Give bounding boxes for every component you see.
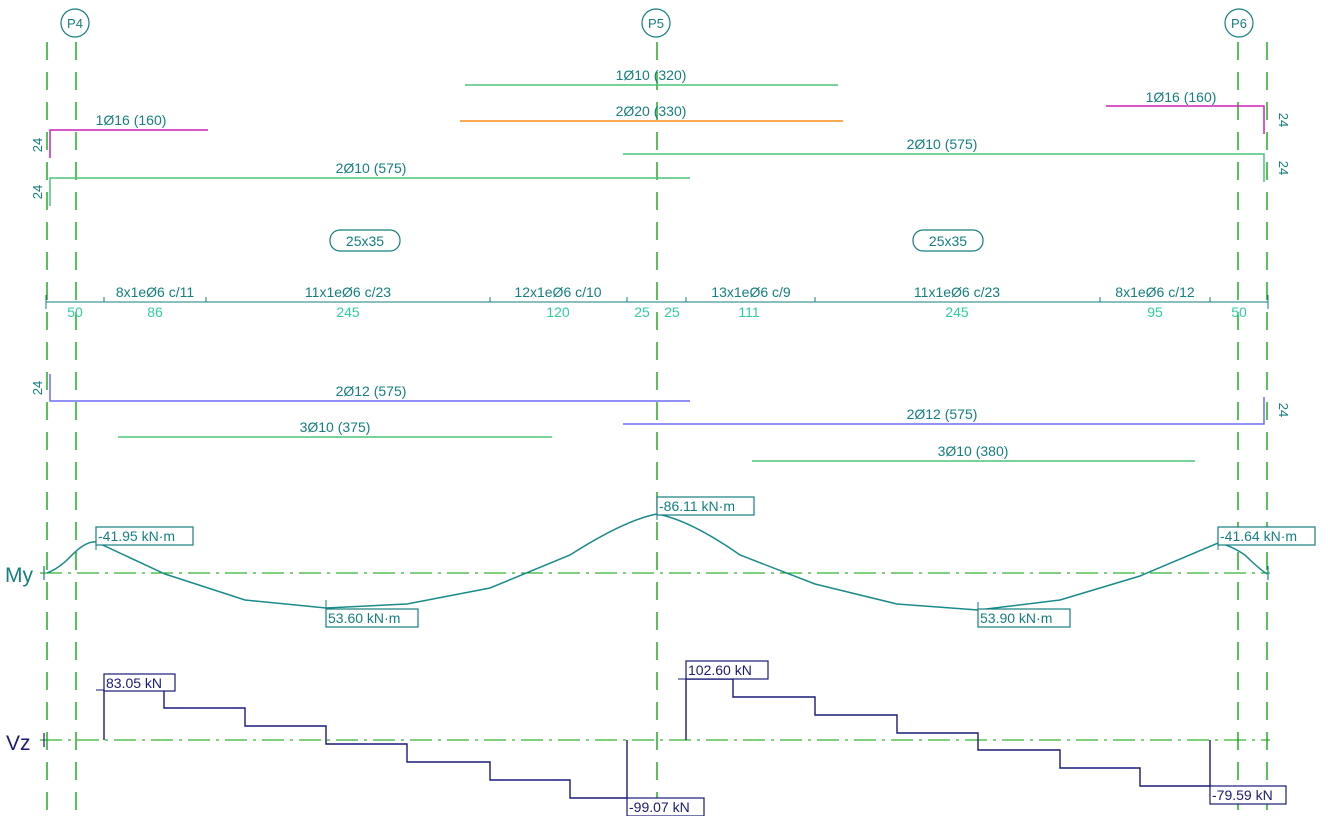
bar-label-top5: 2Ø10 (575)	[336, 160, 407, 176]
bar-top6[interactable]	[623, 153, 1265, 182]
bar-label-top2: 2Ø20 (330)	[616, 103, 687, 119]
stirrup-label: 11x1eØ6 c/23	[305, 284, 391, 300]
shear-diagram: 83.05 kN -99.07 kN 102.60 kN -79.59 kN V…	[6, 660, 1287, 816]
axis-lines	[46, 42, 1268, 816]
moment-diagram: -41.95 kN·m 53.60 kN·m -86.11 kN·m 53.90…	[5, 496, 1316, 628]
hook-label: 24	[1276, 113, 1291, 127]
dimension-label: 245	[945, 304, 969, 320]
top-reinforcement	[49, 84, 1265, 206]
dimension-label: 245	[336, 304, 360, 320]
dimension-label: 50	[1231, 304, 1247, 320]
moment-value: -41.95 kN·m	[98, 528, 175, 544]
dimension-label: 95	[1147, 304, 1163, 320]
hook-label: 24	[30, 138, 45, 152]
shear-value-box[interactable]	[626, 797, 705, 816]
bar-label-bot1: 2Ø12 (575)	[336, 383, 407, 399]
bar-label-bot2: 2Ø12 (575)	[907, 406, 978, 422]
bar-label-top1: 1Ø10 (320)	[616, 67, 687, 83]
stirrup-label: 8x1eØ6 c/12	[1115, 284, 1195, 300]
support-marker-p4[interactable]	[60, 8, 90, 38]
hook-label: 24	[30, 381, 45, 395]
stirrup-label: 11x1eØ6 c/23	[914, 284, 1000, 300]
stirrup-label: 12x1eØ6 c/10	[514, 284, 601, 300]
support-marker-p5[interactable]	[641, 8, 671, 38]
hook-label: 24	[1276, 161, 1291, 175]
bar-label-top6: 2Ø10 (575)	[907, 136, 978, 152]
support-markers	[60, 8, 1254, 38]
moment-value: -86.11 kN·m	[659, 498, 735, 514]
moment-value: -41.64 kN·m	[1220, 528, 1297, 544]
shear-diagram-label: Vz	[6, 732, 31, 755]
hook-label: 24	[1276, 403, 1291, 417]
dimension-label: 86	[147, 304, 163, 320]
bar-top4[interactable]	[1106, 105, 1265, 134]
bar-top5[interactable]	[49, 177, 690, 206]
shear-value: 83.05 kN	[106, 675, 162, 691]
stirrup-label: 13x1eØ6 c/9	[711, 284, 791, 300]
moment-value-box[interactable]	[977, 608, 1071, 628]
shear-steps-left	[103, 689, 628, 799]
dimension-label: 25	[634, 304, 650, 320]
shear-value-box[interactable]	[103, 673, 176, 692]
shear-value-box[interactable]	[1209, 785, 1287, 805]
dimension-label: 25	[664, 304, 680, 320]
shear-value-box[interactable]	[685, 660, 769, 680]
section-badge[interactable]	[912, 229, 984, 252]
bar-label-bot4: 3Ø10 (380)	[938, 443, 1009, 459]
stirrup-label: 8x1eØ6 c/11	[116, 284, 195, 300]
moment-value: 53.60 kN·m	[328, 610, 400, 626]
moment-diagram-label: My	[5, 564, 33, 587]
bar-label-top3: 1Ø16 (160)	[96, 112, 167, 128]
support-label-p5: P5	[648, 16, 664, 31]
moment-value-box[interactable]	[656, 496, 755, 516]
moment-value-box[interactable]	[1217, 526, 1316, 546]
section-badge[interactable]	[329, 229, 401, 252]
bar-label-bot3: 3Ø10 (375)	[300, 419, 371, 435]
bar-top3[interactable]	[49, 129, 208, 158]
bottom-reinforcement	[49, 374, 1265, 462]
moment-value-box[interactable]	[325, 608, 419, 628]
support-marker-p6[interactable]	[1224, 8, 1254, 38]
shear-value: -99.07 kN	[629, 799, 690, 815]
section-label: 25x35	[929, 233, 967, 249]
support-label-p6: P6	[1231, 16, 1247, 31]
section-label: 25x35	[346, 233, 384, 249]
moment-value: 53.90 kN·m	[980, 610, 1052, 626]
hook-label: 24	[30, 185, 45, 199]
shear-steps-right	[685, 678, 1211, 787]
shear-value: -79.59 kN	[1212, 787, 1273, 803]
bar-bot2[interactable]	[623, 397, 1265, 425]
dimension-label: 111	[738, 304, 759, 320]
bar-label-top4: 1Ø16 (160)	[1146, 89, 1217, 105]
bar-bot1[interactable]	[49, 374, 690, 402]
dimension-label: 50	[67, 304, 83, 320]
dimension-label: 120	[546, 304, 570, 320]
stirrup-line	[45, 295, 1269, 309]
shear-value: 102.60 kN	[688, 662, 752, 678]
support-label-p4: P4	[67, 16, 83, 31]
moment-value-box[interactable]	[95, 526, 194, 546]
